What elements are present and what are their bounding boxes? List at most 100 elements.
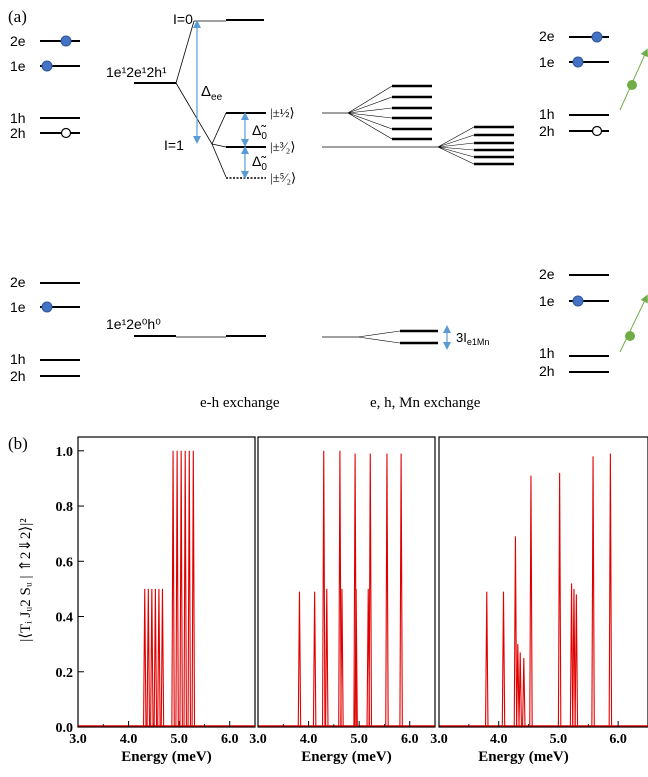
spectrum-peak xyxy=(321,450,326,726)
spectrum-peak xyxy=(518,652,522,726)
mn-spin-icon xyxy=(625,331,635,341)
config-bottom: 1e¹2e⁰h⁰ xyxy=(106,316,161,332)
hole-dot xyxy=(591,125,603,137)
delta0-label-upper: Δ̃0 xyxy=(252,122,267,142)
i1-label: I=1 xyxy=(164,137,184,153)
ket-3-2: |±³⁄₂⟩ xyxy=(270,139,295,154)
mn-spin-arrow xyxy=(619,294,648,353)
fan-line xyxy=(347,112,393,140)
fan-line xyxy=(347,85,393,114)
electron-dot xyxy=(41,301,53,313)
y-tick-label: 0.0 xyxy=(56,721,74,736)
x-axis-label: Energy (meV) xyxy=(121,749,211,765)
spectrum-peak xyxy=(569,583,574,726)
spectrum-peak xyxy=(608,453,613,726)
mn-spin-icon xyxy=(627,80,637,90)
exchange-diagram-top: 1e¹2e¹2h¹ I=0 Δee I=1 Δ̃0 Δ̃0 |±½⟩ |±³⁄₂… xyxy=(106,11,514,185)
fan-line xyxy=(437,134,475,148)
caption-eh-exchange: e-h exchange xyxy=(200,395,280,411)
level-label-1e: 1e xyxy=(539,293,555,309)
level-label-1e: 1e xyxy=(539,54,555,70)
spectrum-peak xyxy=(501,591,506,726)
spectrum-peak xyxy=(143,588,147,726)
mn-split-group-upper xyxy=(347,84,432,141)
top-left-levels: 2e 1e 1h 2h xyxy=(10,33,80,141)
electron-dot xyxy=(591,31,603,43)
y-tick-label: 0.6 xyxy=(56,555,74,570)
x-tick-label: 4.0 xyxy=(490,732,508,747)
spectrum-peak xyxy=(513,536,518,726)
top-right-levels: 2e 1e 1h 2h xyxy=(539,28,648,139)
spectrum-peak xyxy=(572,588,576,726)
spectrum-peak xyxy=(557,472,562,726)
fan-line xyxy=(347,107,393,114)
x-tick-label: 3.0 xyxy=(430,732,448,747)
level-label-2e: 2e xyxy=(10,33,26,49)
x-tick-label: 3.0 xyxy=(69,732,87,747)
fan-line xyxy=(347,112,393,119)
spectrum-plot-3: 3.0 4.0 5.0 6.0 Energy (meV) xyxy=(430,436,648,765)
exchange-diagram-bottom: 1e¹2e⁰h⁰ 3Ie1Mn xyxy=(106,316,489,350)
branch-line xyxy=(175,20,195,84)
hole-dot xyxy=(60,127,72,139)
level-label-1h: 1h xyxy=(539,345,555,361)
level-label-2h: 2h xyxy=(539,123,555,139)
i0-label: I=0 xyxy=(173,11,193,27)
x-tick-label: 4.0 xyxy=(120,732,138,747)
spectrum-peak xyxy=(574,594,579,726)
level-label-1h: 1h xyxy=(10,351,26,367)
spectrum-peak xyxy=(368,453,373,726)
plot-frame xyxy=(77,436,256,728)
spectrum-plot-1: 3.0 4.0 5.0 6.0 0.0 0.2 0.4 0.6 0.8 1.0 Energy (me… xyxy=(56,436,256,765)
fan-line xyxy=(347,96,393,114)
x-tick-label: 6.0 xyxy=(609,732,627,747)
spectrum-peak xyxy=(338,450,342,726)
level-label-2h: 2h xyxy=(10,125,26,141)
spectrum-peak xyxy=(366,588,370,726)
level-label-2e: 2e xyxy=(539,28,555,44)
fan-line xyxy=(437,126,475,148)
branch-line xyxy=(211,143,227,178)
mn-split-group-lower xyxy=(437,125,514,166)
fan-line xyxy=(357,330,401,338)
fan-line xyxy=(357,336,401,344)
level-label-2e: 2e xyxy=(10,274,26,290)
x-tick-label: 5.0 xyxy=(350,732,368,747)
config-top: 1e¹2e¹2h¹ xyxy=(106,64,167,80)
spectrum-peak xyxy=(183,450,187,726)
ket-1-2: |±½⟩ xyxy=(270,105,295,120)
level-label-1e: 1e xyxy=(10,299,26,315)
spectrum-peak xyxy=(187,450,192,726)
level-label-1e: 1e xyxy=(10,58,26,74)
spectrum-plot-2: 3.0 4.0 5.0 6.0 Energy (meV) xyxy=(249,436,436,765)
spectrum-peak xyxy=(171,450,175,726)
spectrum-peak xyxy=(150,588,154,726)
delta-ee-label: Δee xyxy=(201,83,223,103)
spectrum-peak xyxy=(516,644,520,726)
branch-line xyxy=(211,143,227,148)
level-label-2h: 2h xyxy=(10,368,26,384)
exchange-split-label: 3Ie1Mn xyxy=(456,330,489,347)
level-label-2e: 2e xyxy=(539,266,555,282)
x-tick-label: 6.0 xyxy=(401,732,419,747)
x-axis-label: Energy (meV) xyxy=(478,749,568,765)
delta0-label-lower: Δ̃0 xyxy=(252,153,267,173)
fan-line xyxy=(437,146,475,151)
spectrum-peak xyxy=(160,588,165,726)
y-tick-label: 0.2 xyxy=(56,666,74,681)
spectrum-peak xyxy=(297,591,302,726)
y-tick-label: 0.8 xyxy=(56,500,74,515)
fan-line xyxy=(347,112,393,130)
branch-line xyxy=(211,112,227,145)
panel-a-label: (a) xyxy=(8,7,27,26)
spectrum-peak xyxy=(485,591,489,726)
electron-dot xyxy=(60,35,72,47)
fan-line xyxy=(437,146,475,158)
level-label-1h: 1h xyxy=(10,110,26,126)
spectrum-peak xyxy=(522,657,526,726)
caption-ehmn-exchange: e, h, Mn exchange xyxy=(370,395,481,411)
x-axis-label: Energy (meV) xyxy=(301,749,391,765)
spectrum-peak xyxy=(146,588,151,726)
plot-frame xyxy=(438,436,648,728)
